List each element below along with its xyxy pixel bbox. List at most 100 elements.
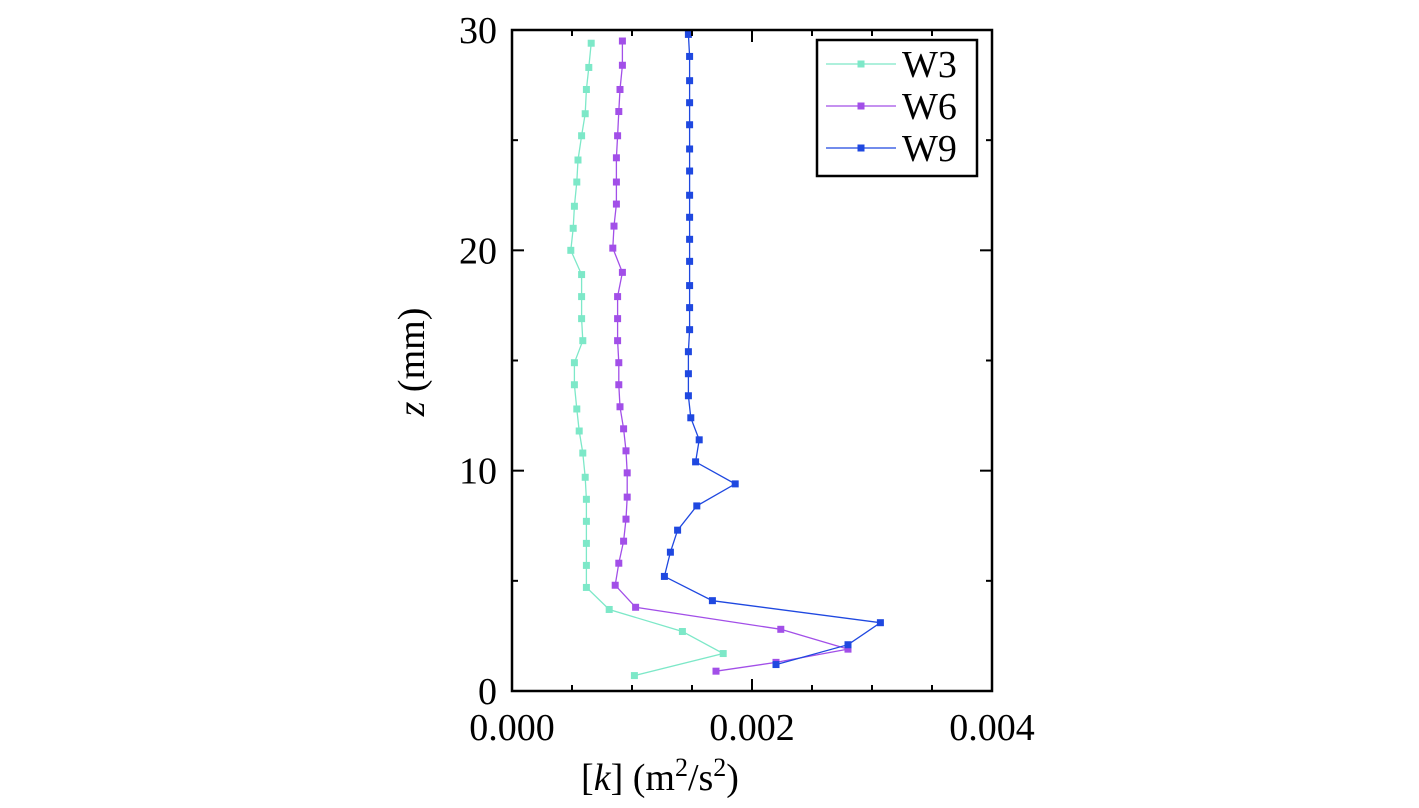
series-W6 xyxy=(609,37,852,675)
data-point-W3 xyxy=(582,539,590,547)
y-tick-label: 30 xyxy=(459,10,497,52)
legend-marker-W9 xyxy=(857,144,865,152)
data-point-W6 xyxy=(615,559,623,567)
data-point-W6 xyxy=(612,154,620,162)
data-point-W9 xyxy=(695,436,703,444)
data-point-W3 xyxy=(582,561,590,569)
y-tick-label: 10 xyxy=(459,451,497,493)
x-label-var: k xyxy=(594,757,612,799)
x-label-bracket-close: ] xyxy=(611,757,624,799)
data-point-W9 xyxy=(666,548,674,556)
data-point-W3 xyxy=(587,39,595,47)
series-layer xyxy=(567,30,884,680)
data-point-W9 xyxy=(660,572,668,580)
data-point-W9 xyxy=(876,619,884,627)
data-point-W6 xyxy=(610,222,618,230)
x-tick-label: 0.000 xyxy=(469,707,555,749)
data-point-W9 xyxy=(686,145,694,153)
data-point-W3 xyxy=(567,246,575,254)
data-point-W9 xyxy=(687,414,695,422)
data-point-W9 xyxy=(693,502,701,510)
data-point-W6 xyxy=(777,625,785,633)
data-point-W3 xyxy=(578,271,586,279)
data-point-W6 xyxy=(614,337,622,345)
data-point-W9 xyxy=(686,282,694,290)
data-point-W6 xyxy=(615,108,623,116)
legend-label-W6: W6 xyxy=(902,86,957,128)
data-point-W9 xyxy=(684,348,692,356)
data-point-W3 xyxy=(582,517,590,525)
x-label-sup-2: 2 xyxy=(713,753,726,782)
data-point-W6 xyxy=(611,581,619,589)
data-point-W6 xyxy=(618,37,626,45)
data-point-W3 xyxy=(570,381,578,389)
data-point-W3 xyxy=(582,85,590,93)
data-point-W6 xyxy=(616,85,624,93)
data-point-W9 xyxy=(686,52,694,60)
legend-label-W3: W3 xyxy=(902,44,957,86)
data-point-W3 xyxy=(573,405,581,413)
data-point-W6 xyxy=(609,244,617,252)
y-label-var: z xyxy=(391,401,433,417)
data-point-W9 xyxy=(686,257,694,265)
data-point-W3 xyxy=(579,449,587,457)
data-point-W6 xyxy=(615,359,623,367)
data-point-W6 xyxy=(618,268,626,276)
x-label-sup-1: 2 xyxy=(675,753,688,782)
x-label-unit-close: ) xyxy=(726,757,739,799)
data-point-W3 xyxy=(573,178,581,186)
data-point-W9 xyxy=(686,213,694,221)
data-point-W9 xyxy=(686,235,694,243)
data-point-W6 xyxy=(614,132,622,140)
x-tick-label: 0.004 xyxy=(949,707,1035,749)
data-point-W9 xyxy=(708,597,716,605)
data-point-W3 xyxy=(575,427,583,435)
data-point-W6 xyxy=(622,515,630,523)
data-point-W6 xyxy=(622,447,630,455)
data-point-W9 xyxy=(686,304,694,312)
data-point-W6 xyxy=(616,403,624,411)
data-point-W9 xyxy=(684,30,692,38)
data-point-W9 xyxy=(772,661,780,669)
data-point-W6 xyxy=(612,200,620,208)
data-point-W3 xyxy=(578,293,586,301)
data-point-W6 xyxy=(618,61,626,69)
series-W9 xyxy=(660,30,884,669)
y-axis-label: z (mm) xyxy=(391,308,433,418)
data-point-W3 xyxy=(581,473,589,481)
data-point-W3 xyxy=(570,359,578,367)
data-point-W3 xyxy=(582,495,590,503)
data-point-W6 xyxy=(632,603,640,611)
data-point-W6 xyxy=(620,425,628,433)
y-label-unit: (mm) xyxy=(391,308,433,402)
data-point-W3 xyxy=(578,132,586,140)
data-point-W9 xyxy=(731,480,739,488)
data-point-W9 xyxy=(686,191,694,199)
data-point-W3 xyxy=(678,628,686,636)
legend-label-W9: W9 xyxy=(902,128,957,170)
data-point-W6 xyxy=(623,493,631,501)
legend-marker-W6 xyxy=(857,102,865,110)
data-point-W3 xyxy=(574,156,582,164)
data-point-W6 xyxy=(712,667,720,675)
series-line-W6 xyxy=(612,41,849,672)
data-point-W6 xyxy=(620,537,628,545)
data-point-W6 xyxy=(614,293,622,301)
series-W3 xyxy=(567,39,727,680)
ticks-layer xyxy=(511,29,993,692)
data-point-W9 xyxy=(686,99,694,107)
data-point-W3 xyxy=(569,224,577,232)
data-point-W6 xyxy=(623,469,631,477)
x-label-unit-open: (m xyxy=(623,757,675,799)
data-point-W6 xyxy=(614,315,622,323)
x-axis-label: [k] (m2/s2) xyxy=(581,753,739,800)
data-point-W9 xyxy=(686,326,694,334)
data-point-W6 xyxy=(844,645,852,653)
data-point-W3 xyxy=(570,202,578,210)
data-point-W6 xyxy=(612,178,620,186)
data-point-W3 xyxy=(578,315,586,323)
y-tick-label: 0 xyxy=(478,671,497,713)
y-tick-label: 20 xyxy=(459,230,497,272)
